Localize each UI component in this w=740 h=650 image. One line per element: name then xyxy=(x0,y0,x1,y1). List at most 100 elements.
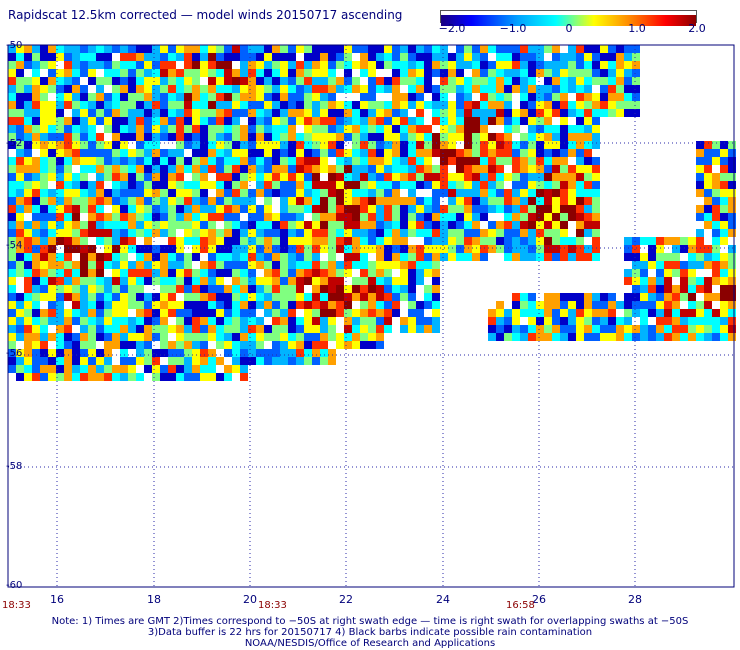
wind-cell xyxy=(88,221,96,229)
wind-cell xyxy=(224,253,232,261)
wind-cell xyxy=(104,317,112,325)
wind-cell xyxy=(72,69,80,77)
wind-cell xyxy=(632,245,640,253)
wind-cell xyxy=(320,325,328,333)
wind-cell xyxy=(8,221,16,229)
wind-cell xyxy=(408,285,416,293)
wind-cell xyxy=(424,221,432,229)
wind-cell xyxy=(168,253,176,261)
wind-cell xyxy=(312,245,320,253)
wind-cell xyxy=(32,141,40,149)
wind-cell xyxy=(592,309,600,317)
wind-cell xyxy=(280,93,288,101)
wind-cell xyxy=(120,365,128,373)
wind-cell xyxy=(264,357,272,365)
wind-cell xyxy=(160,285,168,293)
wind-cell xyxy=(416,277,424,285)
wind-cell xyxy=(32,213,40,221)
wind-cell xyxy=(264,53,272,61)
wind-cell xyxy=(216,197,224,205)
wind-cell xyxy=(104,45,112,53)
wind-cell xyxy=(624,69,632,77)
wind-cell xyxy=(272,301,280,309)
wind-cell xyxy=(480,173,488,181)
wind-cell xyxy=(424,245,432,253)
wind-cell xyxy=(56,349,64,357)
wind-cell xyxy=(352,197,360,205)
wind-cell xyxy=(104,77,112,85)
wind-cell xyxy=(520,229,528,237)
wind-cell xyxy=(48,293,56,301)
wind-cell xyxy=(344,77,352,85)
wind-cell xyxy=(528,173,536,181)
wind-cell xyxy=(136,181,144,189)
wind-cell xyxy=(592,189,600,197)
wind-cell xyxy=(344,333,352,341)
wind-cell xyxy=(88,229,96,237)
wind-cell xyxy=(480,117,488,125)
wind-cell xyxy=(544,205,552,213)
wind-cell xyxy=(160,277,168,285)
wind-cell xyxy=(184,53,192,61)
wind-cell xyxy=(136,77,144,85)
wind-cell xyxy=(424,269,432,277)
wind-cell xyxy=(16,109,24,117)
wind-cell xyxy=(528,213,536,221)
wind-cell xyxy=(56,45,64,53)
wind-cell xyxy=(584,317,592,325)
wind-cell xyxy=(168,365,176,373)
wind-cell xyxy=(24,293,32,301)
wind-cell xyxy=(552,229,560,237)
wind-cell xyxy=(320,101,328,109)
wind-cell xyxy=(232,149,240,157)
wind-cell xyxy=(376,109,384,117)
wind-cell xyxy=(152,365,160,373)
wind-cell xyxy=(448,189,456,197)
wind-cell xyxy=(200,45,208,53)
wind-cell xyxy=(16,93,24,101)
wind-cell xyxy=(112,301,120,309)
wind-cell xyxy=(16,357,24,365)
wind-cell xyxy=(208,45,216,53)
wind-cell xyxy=(208,77,216,85)
wind-cell xyxy=(16,317,24,325)
wind-cell xyxy=(272,61,280,69)
wind-cell xyxy=(176,373,184,381)
wind-cell xyxy=(128,109,136,117)
wind-cell xyxy=(248,189,256,197)
wind-cell xyxy=(248,117,256,125)
wind-cell xyxy=(368,197,376,205)
wind-cell xyxy=(136,85,144,93)
wind-cell xyxy=(232,197,240,205)
wind-cell xyxy=(520,189,528,197)
wind-cell xyxy=(472,229,480,237)
wind-cell xyxy=(696,285,704,293)
wind-cell xyxy=(8,181,16,189)
wind-cell xyxy=(544,293,552,301)
wind-cell xyxy=(576,325,584,333)
wind-cell xyxy=(480,237,488,245)
wind-cell xyxy=(600,101,608,109)
wind-cell xyxy=(400,61,408,69)
wind-cell xyxy=(208,181,216,189)
wind-cell xyxy=(568,245,576,253)
wind-cell xyxy=(392,245,400,253)
wind-cell xyxy=(112,365,120,373)
wind-cell xyxy=(496,53,504,61)
wind-cell xyxy=(96,189,104,197)
wind-cell xyxy=(200,133,208,141)
wind-cell xyxy=(488,221,496,229)
wind-cell xyxy=(480,245,488,253)
wind-cell xyxy=(296,181,304,189)
wind-cell xyxy=(200,309,208,317)
swath-time-label: 16:58 xyxy=(506,600,535,611)
wind-cell xyxy=(320,229,328,237)
wind-cell xyxy=(344,133,352,141)
wind-cell xyxy=(288,149,296,157)
wind-cell xyxy=(352,189,360,197)
wind-cell xyxy=(160,221,168,229)
wind-cell xyxy=(24,261,32,269)
wind-cell xyxy=(384,189,392,197)
wind-cell xyxy=(40,165,48,173)
wind-cell xyxy=(200,349,208,357)
